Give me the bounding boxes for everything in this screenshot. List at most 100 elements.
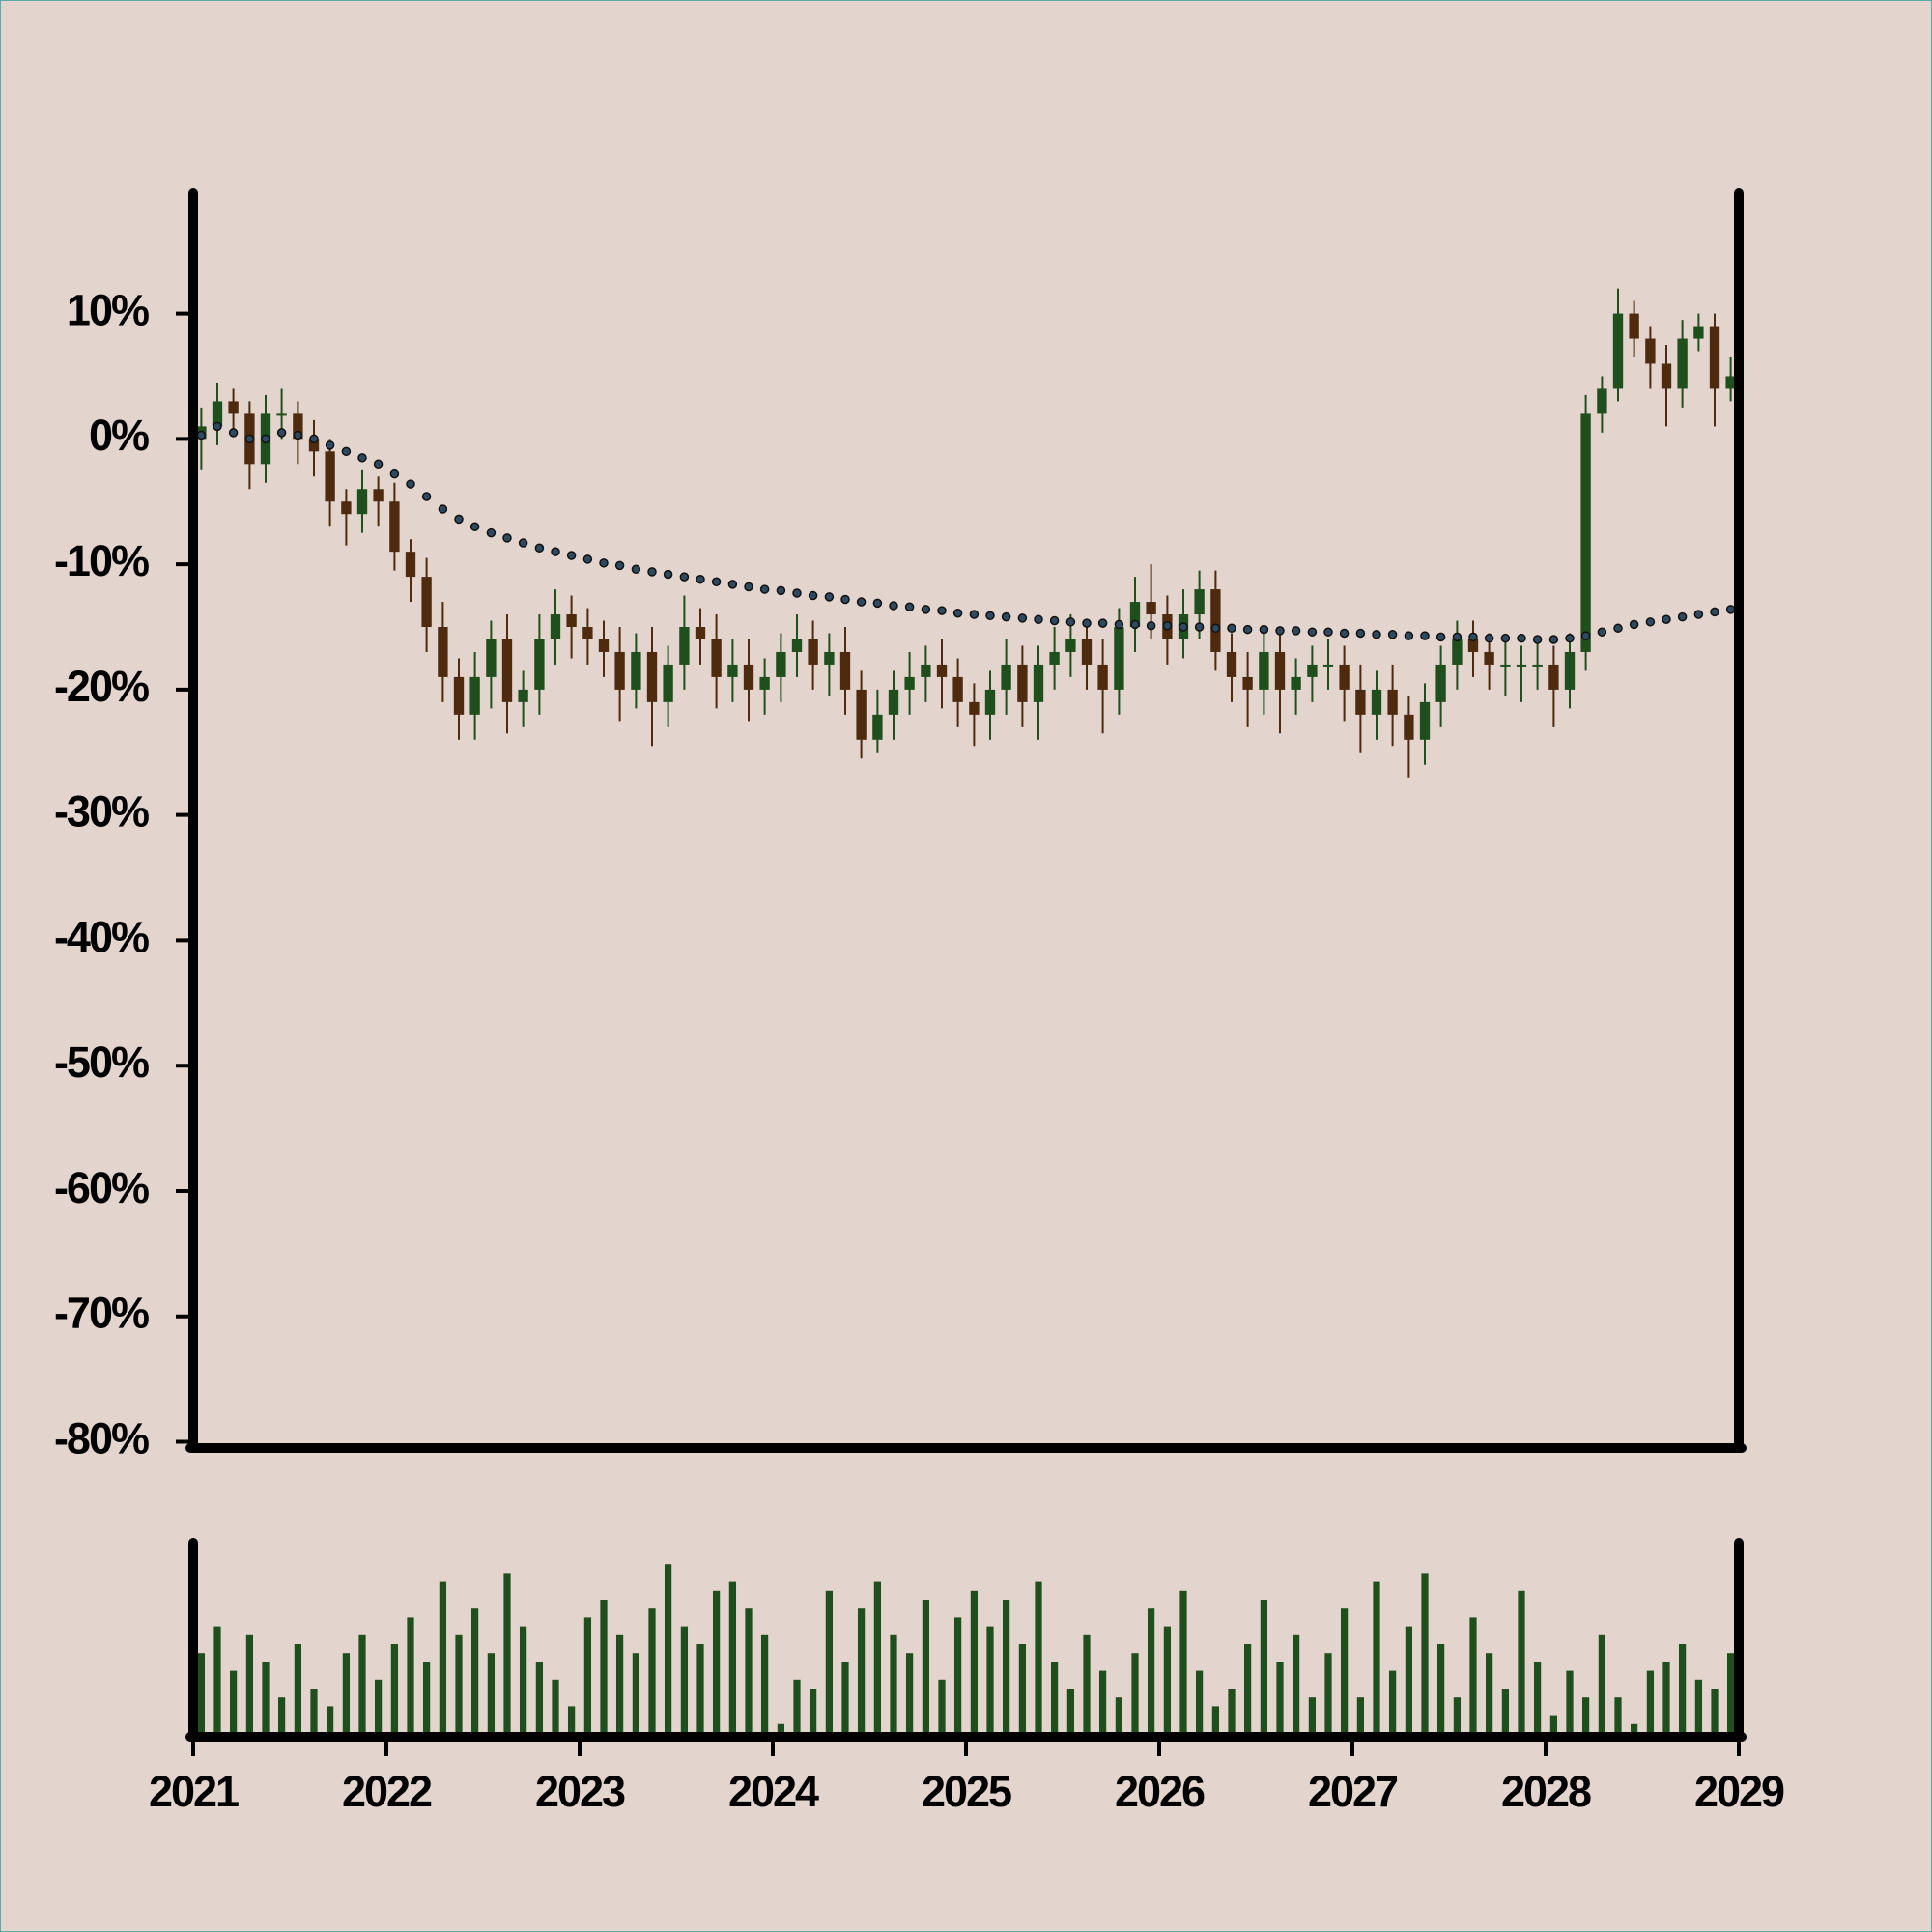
volume-bar — [197, 1653, 206, 1733]
volume-bar — [1405, 1626, 1413, 1733]
moving-average-dot — [1565, 633, 1575, 643]
moving-average-dot — [744, 582, 753, 592]
moving-average-dot — [872, 598, 883, 609]
y-tick-label: -80% — [54, 1413, 149, 1463]
candle-body — [469, 676, 480, 715]
candle-body — [743, 664, 754, 690]
candle-body — [711, 639, 722, 677]
moving-average-dot — [228, 428, 239, 438]
moving-average-dot — [276, 428, 287, 438]
moving-average-dot — [1693, 610, 1704, 619]
moving-average-dot — [1275, 626, 1285, 636]
moving-average-dot — [1404, 631, 1414, 640]
volume-bar — [374, 1679, 383, 1733]
candle-body — [534, 639, 545, 690]
volume-bar — [1050, 1662, 1059, 1733]
candle-body — [1355, 689, 1366, 715]
moving-average-dot — [599, 558, 609, 568]
moving-average-dot — [1001, 611, 1011, 622]
moving-average-dot — [1662, 614, 1671, 624]
y-tick-label: 10% — [67, 285, 149, 334]
candle-body — [1597, 388, 1607, 414]
volume-bar — [1324, 1653, 1332, 1733]
volume-bar — [1115, 1697, 1123, 1733]
moving-average-dot — [1355, 628, 1366, 639]
moving-average-dot — [406, 479, 415, 489]
volume-bar — [310, 1689, 318, 1733]
moving-average-dot — [1034, 614, 1043, 624]
moving-average-dot — [1548, 635, 1559, 644]
volume-bar — [600, 1600, 608, 1733]
volume-bar — [277, 1697, 286, 1733]
moving-average-dot — [1065, 617, 1076, 627]
candle-body — [695, 627, 706, 639]
volume-bar — [1260, 1600, 1268, 1733]
x-tick-label: 2021 — [149, 1767, 239, 1816]
candle-body — [1259, 651, 1269, 690]
candle-body — [389, 501, 400, 553]
moving-average-dot — [1452, 632, 1463, 642]
candle-body — [1322, 664, 1334, 667]
candle-body — [614, 651, 625, 690]
volume-bar — [809, 1689, 817, 1733]
candle-body — [679, 627, 690, 665]
candle-body — [1210, 589, 1221, 652]
x-tick-label: 2027 — [1308, 1767, 1398, 1816]
candle-body — [839, 651, 851, 690]
volume-bar — [615, 1634, 624, 1733]
volume-bar — [873, 1581, 882, 1733]
volume-bar — [294, 1644, 302, 1733]
candle-body — [1371, 689, 1382, 715]
candle-body — [1564, 651, 1576, 690]
candle-body — [325, 451, 335, 502]
candle-body — [228, 401, 239, 414]
candle-body — [824, 651, 835, 665]
moving-average-dot — [421, 492, 432, 501]
moving-average-dot — [1629, 619, 1639, 630]
moving-average-dot — [1435, 632, 1446, 642]
moving-average-dot — [341, 446, 352, 457]
moving-average-dot — [1532, 635, 1543, 644]
candle-body — [969, 701, 980, 715]
volume-bar — [583, 1617, 592, 1733]
moving-average-dot — [534, 543, 545, 553]
candle-body — [984, 689, 996, 715]
volume-bar — [1163, 1626, 1172, 1733]
candle-body — [356, 489, 368, 515]
volume-bar — [1276, 1662, 1284, 1733]
moving-average-dot — [454, 514, 464, 525]
moving-average-dot — [389, 469, 400, 479]
candle-body — [776, 651, 786, 677]
volume-bar — [1035, 1581, 1042, 1733]
volume-bar — [1436, 1644, 1445, 1733]
candle-body — [1435, 664, 1446, 702]
volume-bar — [326, 1706, 334, 1733]
moving-average-dot — [1162, 620, 1173, 631]
candle-body — [1661, 363, 1672, 389]
moving-average-dot — [840, 594, 850, 605]
volume-bar — [358, 1634, 366, 1733]
moving-average-dot — [808, 590, 818, 601]
volume-bar — [760, 1634, 769, 1733]
moving-average-dot — [1710, 607, 1719, 617]
candle-body — [438, 627, 448, 677]
moving-average-dot — [1291, 626, 1301, 636]
y-tick-label: 0% — [89, 411, 149, 460]
volume-bar — [1726, 1653, 1735, 1733]
candle-body — [646, 651, 658, 702]
moving-average-dot — [1645, 617, 1656, 627]
volume-bar — [696, 1644, 704, 1733]
candle-body — [1017, 664, 1028, 702]
moving-average-dot — [213, 421, 222, 432]
moving-average-dot — [1339, 628, 1350, 639]
moving-average-dot — [1097, 618, 1108, 628]
volume-bar — [1646, 1670, 1655, 1733]
volume-bar — [1614, 1697, 1622, 1733]
volume-bar — [728, 1581, 737, 1733]
moving-average-dot — [1597, 627, 1607, 637]
y-tick-label: -20% — [54, 662, 149, 711]
moving-average-dot — [647, 567, 657, 577]
candle-body — [276, 413, 287, 416]
axes — [185, 188, 1747, 1742]
